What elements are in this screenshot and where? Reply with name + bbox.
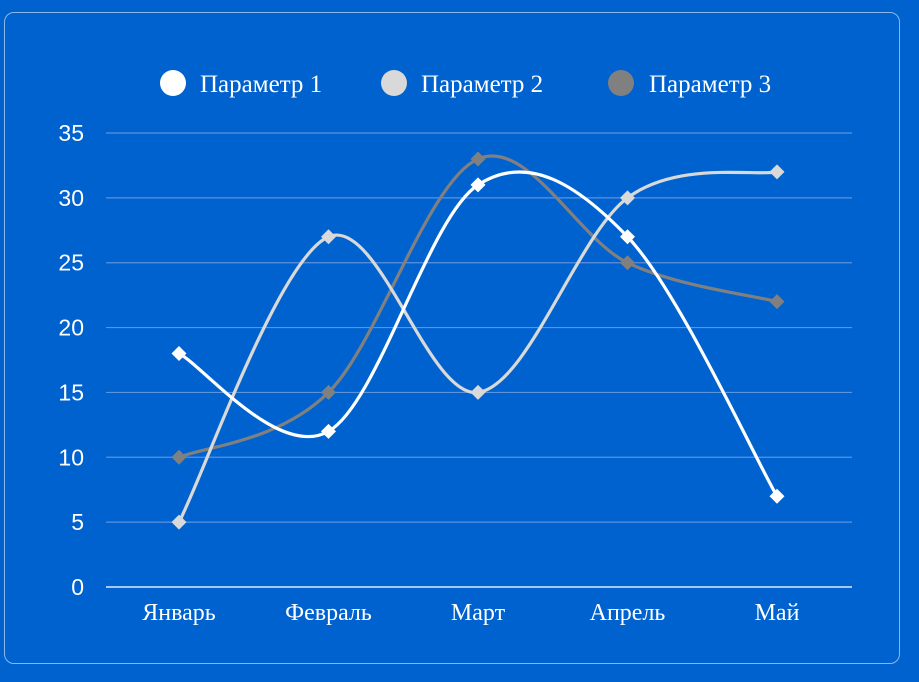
- legend-marker-parametr-1: [160, 70, 186, 96]
- series-line-1: [177, 170, 779, 498]
- data-point-series-2: [470, 384, 486, 400]
- x-tick-label: Февраль: [285, 600, 372, 626]
- x-tick-label: Апрель: [590, 600, 666, 626]
- legend-label-parametr-1: Параметр 1: [200, 71, 322, 98]
- data-point-series-2: [171, 514, 187, 530]
- series-lines: [177, 154, 779, 524]
- data-point-series-1: [620, 229, 635, 245]
- y-tick-label: 30: [58, 185, 84, 211]
- y-tick-label: 15: [58, 379, 84, 405]
- chart-frame: [4, 12, 900, 664]
- legend-marker-parametr-2: [381, 70, 407, 96]
- data-point-series-2: [321, 229, 336, 245]
- data-point-series-1: [321, 423, 336, 439]
- data-point-series-1: [769, 488, 785, 504]
- series-line-3: [177, 154, 779, 459]
- y-axis: 0 5 10 15 20 25 30 35: [58, 120, 84, 600]
- x-tick-label: Май: [755, 600, 800, 626]
- data-point-series-1: [470, 177, 486, 193]
- series-points: [171, 151, 785, 530]
- y-tick-label: 25: [58, 250, 84, 276]
- data-point-series-3: [321, 384, 336, 400]
- y-tick-label: 0: [71, 574, 84, 600]
- data-point-series-3: [620, 255, 635, 271]
- y-tick-label: 5: [71, 509, 84, 535]
- gridlines: [106, 132, 852, 588]
- legend: Параметр 1 Параметр 2 Параметр 3: [160, 70, 771, 98]
- data-point-series-3: [470, 151, 486, 167]
- y-tick-label: 35: [58, 120, 84, 146]
- y-tick-label: 20: [58, 315, 84, 341]
- data-point-series-2: [620, 190, 635, 206]
- data-point-series-3: [769, 294, 785, 310]
- series-line-2: [177, 170, 779, 524]
- legend-marker-parametr-3: [608, 70, 634, 96]
- data-point-series-3: [171, 449, 187, 465]
- legend-label-parametr-2: Параметр 2: [421, 71, 543, 98]
- x-tick-label: Январь: [142, 600, 216, 626]
- x-axis: Январь Февраль Март Апрель Май: [142, 600, 799, 626]
- data-point-series-2: [769, 164, 785, 180]
- y-tick-label: 10: [58, 444, 84, 470]
- data-point-series-1: [171, 346, 187, 362]
- x-tick-label: Март: [451, 600, 506, 626]
- legend-label-parametr-3: Параметр 3: [649, 71, 771, 98]
